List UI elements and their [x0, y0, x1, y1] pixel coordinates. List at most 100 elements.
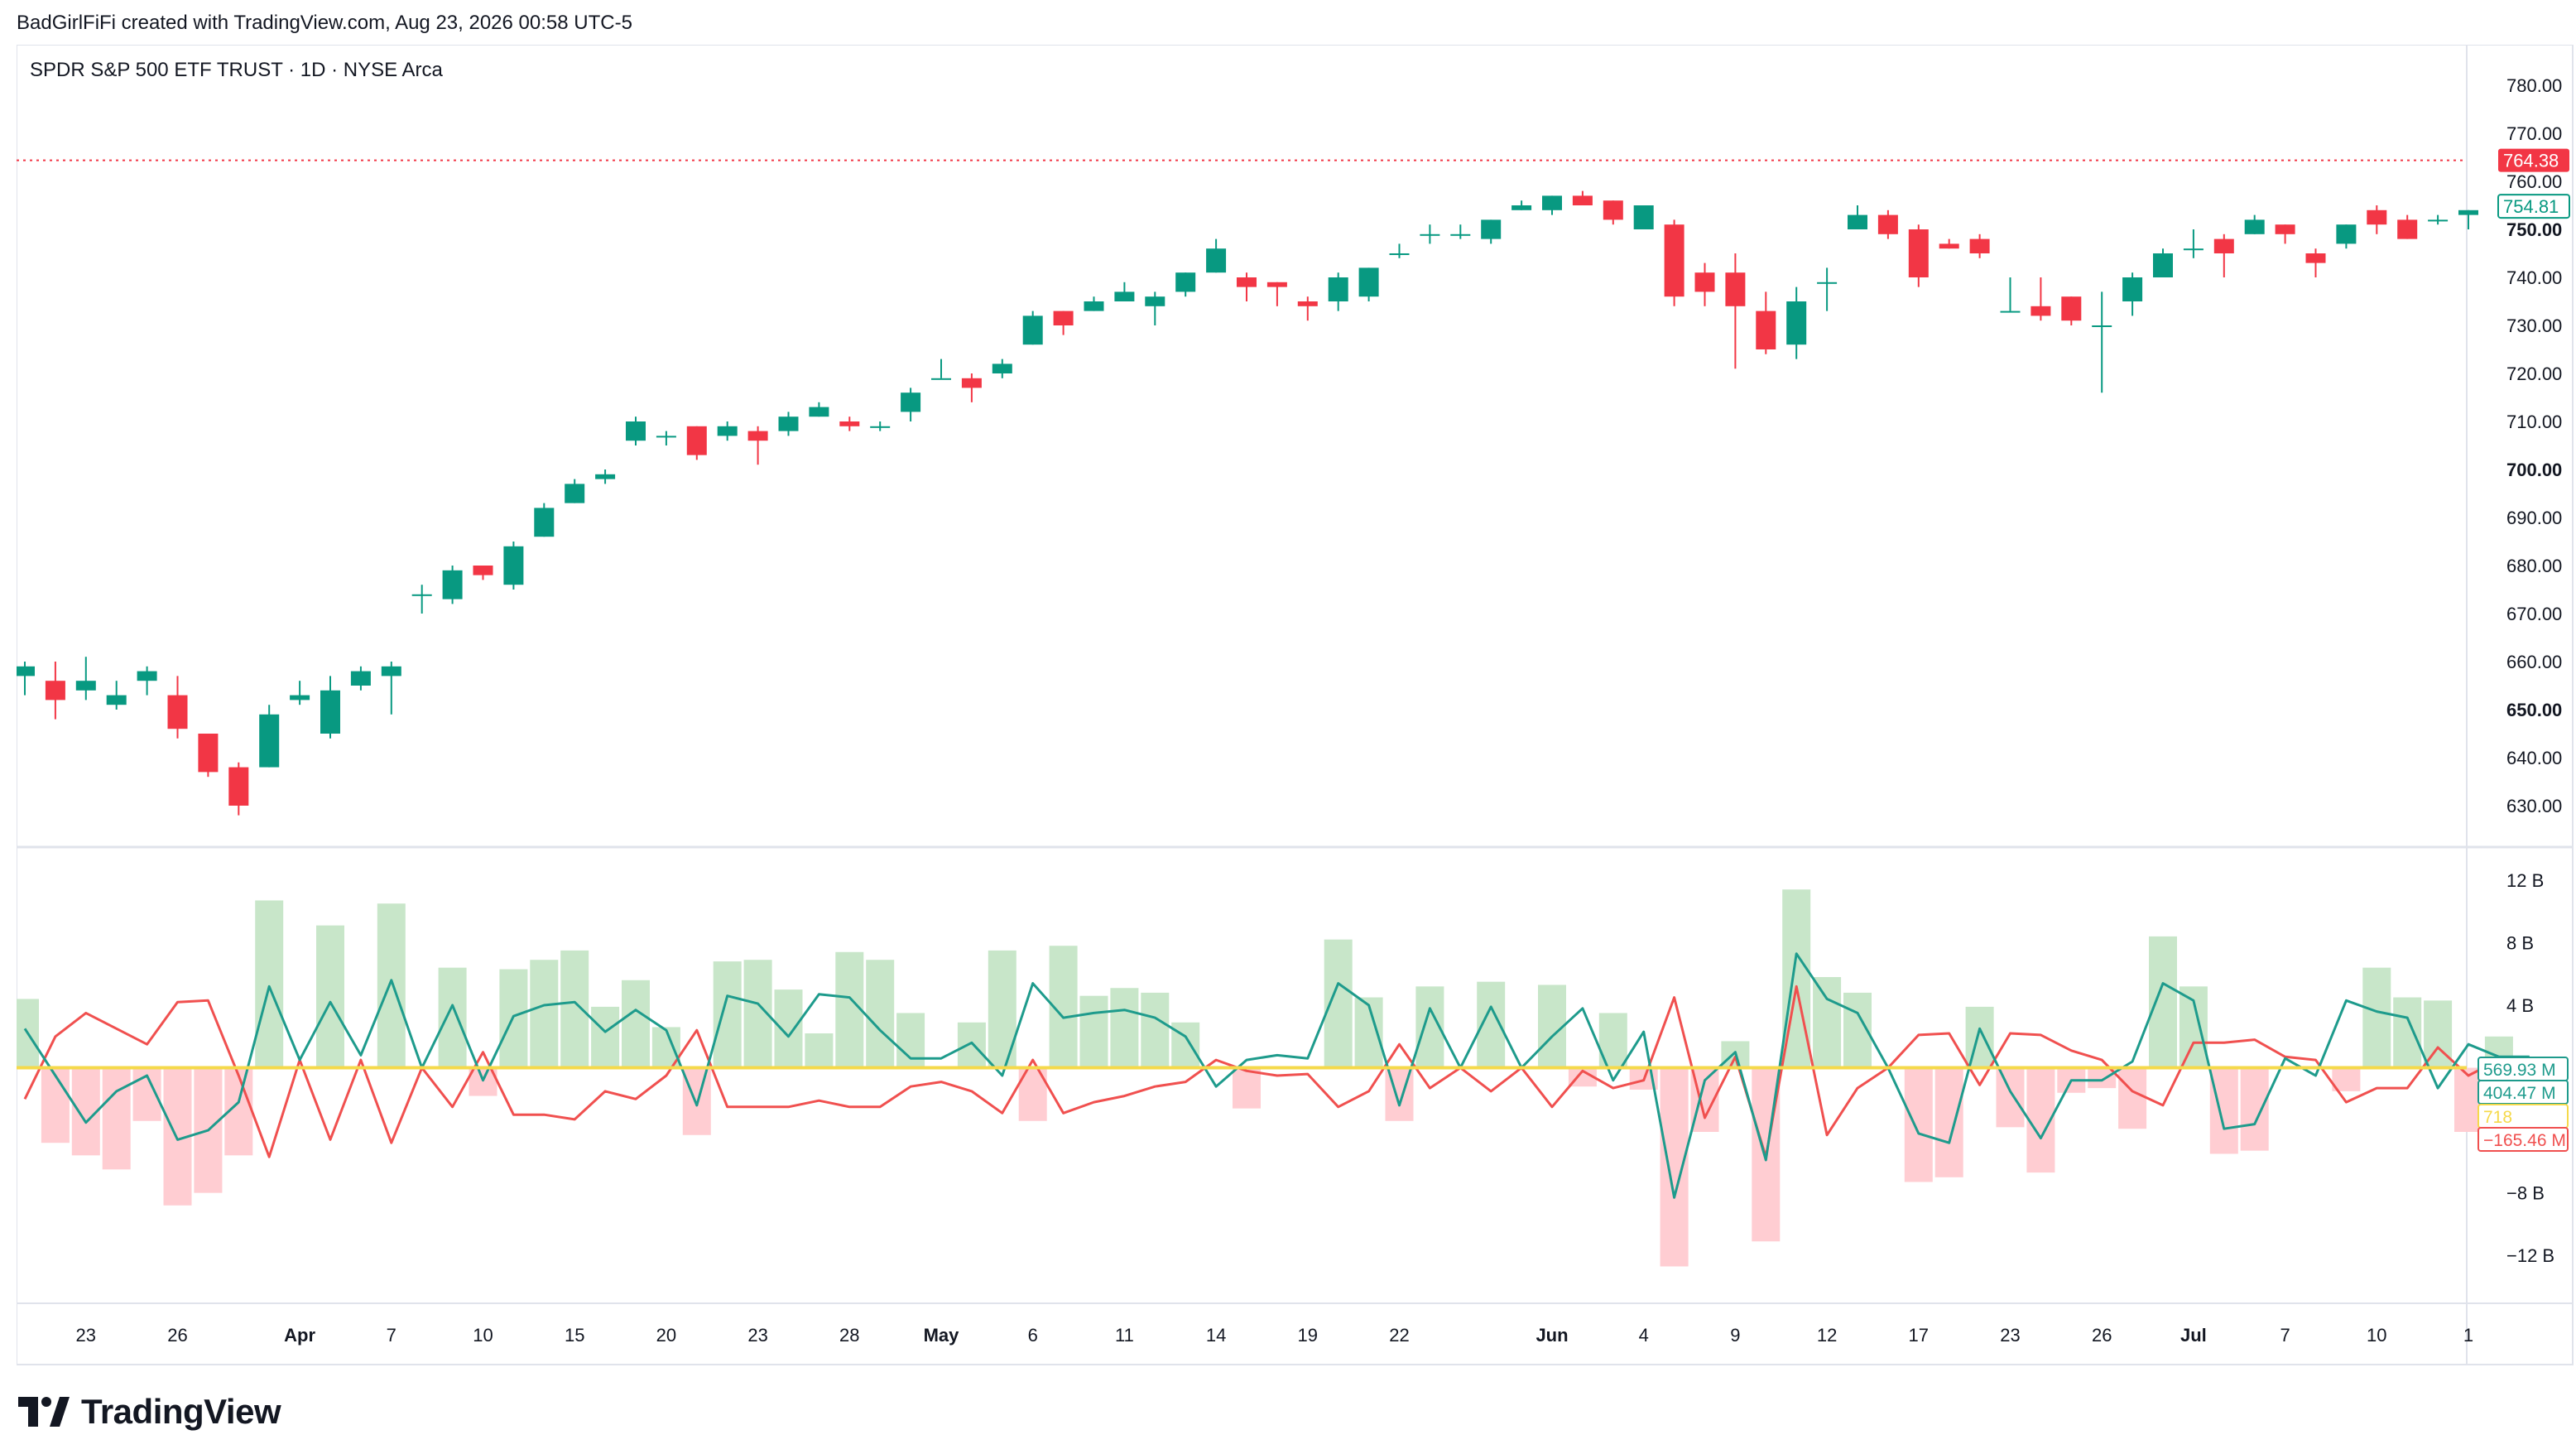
candle-body	[381, 666, 401, 676]
time-tick-label: 12	[1817, 1325, 1837, 1346]
time-tick-label: 14	[1206, 1325, 1226, 1346]
chart-title: SPDR S&P 500 ETF TRUST · 1D · NYSE Arca	[30, 59, 443, 81]
histogram-bar	[2240, 1067, 2269, 1151]
time-tick-label: 4	[1639, 1325, 1649, 1346]
histogram-bar	[2149, 936, 2177, 1068]
time-tick-label: 11	[1115, 1325, 1134, 1346]
time-tick-label: 9	[1730, 1325, 1740, 1346]
time-tick-label: 1	[2463, 1325, 2473, 1346]
histogram-bar	[560, 950, 589, 1068]
last-price-badge	[2498, 148, 2569, 172]
histogram-bar	[316, 925, 344, 1068]
price-tick-label: 750.00	[2506, 219, 2562, 240]
candle-body	[1114, 291, 1135, 301]
candle-body	[595, 474, 616, 479]
histogram-bar	[774, 989, 803, 1068]
indicator-tick-label: 4 B	[2506, 995, 2534, 1016]
candle-body	[1237, 277, 1257, 287]
histogram-bar	[1813, 977, 1842, 1068]
candle-body	[350, 671, 371, 686]
candle-body	[2367, 209, 2387, 225]
candle-body	[2397, 219, 2418, 239]
candle-body	[534, 508, 555, 537]
candle-body	[2092, 325, 2112, 327]
histogram-bar	[1141, 992, 1170, 1068]
candle-body	[106, 695, 127, 705]
time-tick-label: 7	[387, 1325, 396, 1346]
candle-body	[1297, 301, 1318, 306]
histogram-bar	[2362, 967, 2391, 1068]
candle-body	[1328, 277, 1348, 301]
time-tick-label: 23	[76, 1325, 96, 1346]
candle-body	[961, 378, 982, 388]
candle-body	[1939, 243, 1959, 249]
candle-body	[717, 426, 738, 436]
price-tick-label: 660.00	[2506, 652, 2562, 672]
candle-body	[2153, 253, 2173, 277]
candle-body	[1481, 219, 1502, 239]
candle-body	[290, 695, 310, 701]
candle-body	[1756, 311, 1776, 349]
candle-body	[167, 695, 188, 729]
candle-body	[228, 767, 249, 806]
chart-frame: 630.00 640.00 650.00 660.00 670.00 680.00 690.…	[11, 44, 2574, 1366]
candle-body	[1266, 282, 1287, 287]
candle-body	[778, 416, 799, 431]
candle-body	[1206, 248, 1227, 273]
candle-body	[1725, 272, 1746, 306]
time-tick-label: 23	[747, 1325, 767, 1346]
time-tick-label: Jul	[2180, 1325, 2207, 1346]
candle-body	[1786, 301, 1807, 345]
histogram-bar	[1996, 1067, 2025, 1128]
chart-border	[16, 44, 2574, 1365]
candle-body	[2122, 277, 2143, 301]
histogram-bar	[102, 1067, 131, 1170]
candle-body	[75, 681, 96, 691]
candle-body	[137, 671, 157, 681]
indicator-value-badge	[2477, 1127, 2569, 1152]
indicator-tick-label: 12 B	[2506, 870, 2544, 891]
time-tick-label: 6	[1028, 1325, 1038, 1346]
histogram-bar	[1660, 1067, 1689, 1267]
candle-body	[626, 421, 646, 441]
candle-body	[2428, 219, 2449, 222]
candle-body	[2061, 296, 2082, 321]
price-tick-label: 650.00	[2506, 700, 2562, 720]
time-tick-label: 26	[167, 1325, 187, 1346]
histogram-bar	[988, 950, 1016, 1068]
tradingview-logo-icon	[18, 1397, 70, 1427]
histogram-bar	[1324, 939, 1353, 1068]
candle-body	[320, 690, 340, 734]
candle-body	[901, 392, 921, 412]
histogram-bar	[713, 961, 742, 1068]
time-tick-label: 15	[565, 1325, 584, 1346]
histogram-bar	[866, 960, 895, 1068]
tradingview-logo[interactable]: TradingView	[18, 1391, 281, 1432]
histogram-bar	[377, 903, 406, 1068]
histogram-bar	[438, 967, 467, 1068]
chart-svg[interactable]: 630.00 640.00 650.00 660.00 670.00 680.00 690.…	[11, 44, 2574, 1366]
histogram-bar	[2393, 997, 2422, 1068]
chart-caption: BadGirlFiFi created with TradingView.com…	[17, 12, 632, 34]
candle-body	[1022, 315, 1043, 345]
time-tick-label: 10	[2367, 1325, 2386, 1346]
candle-body	[809, 407, 829, 417]
candle-body	[2213, 238, 2234, 253]
candle-body	[198, 734, 219, 773]
price-tick-label: 630.00	[2506, 796, 2562, 816]
candle-body	[15, 666, 35, 676]
candle-body	[2458, 209, 2478, 215]
histogram-bar	[622, 980, 650, 1068]
histogram-bar	[1233, 1067, 1261, 1109]
candle-body	[931, 378, 951, 380]
price-tick-label: 700.00	[2506, 460, 2562, 480]
candle-body	[473, 566, 493, 575]
price-tick-label: 690.00	[2506, 508, 2562, 528]
candle-body	[45, 681, 65, 701]
histogram-bar	[2209, 1067, 2238, 1154]
histogram-bar	[2118, 1067, 2147, 1129]
candle-body	[2336, 224, 2357, 244]
histogram-bar	[835, 951, 864, 1068]
candle-body	[1908, 229, 1929, 277]
histogram-bar	[1568, 1067, 1597, 1087]
